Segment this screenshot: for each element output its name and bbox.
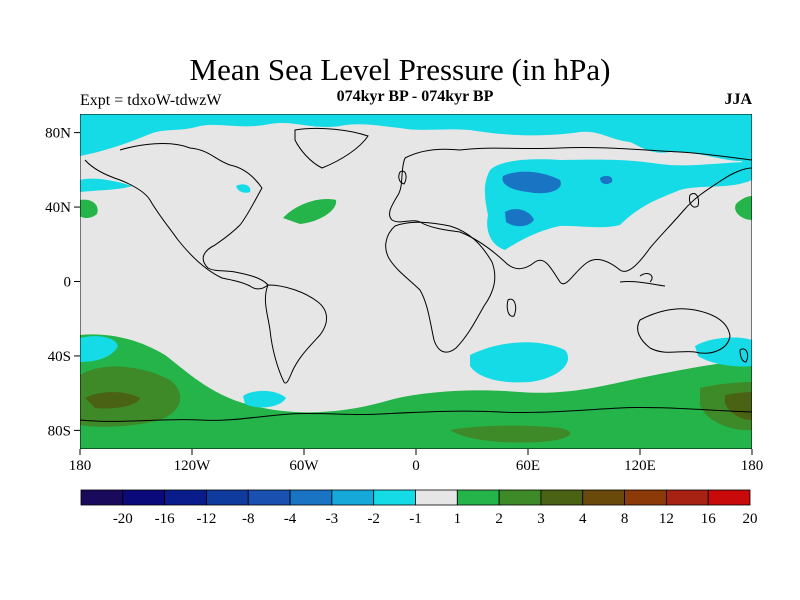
australia-coast (637, 308, 731, 354)
colorbar-swatch (665, 489, 709, 506)
colorbar-label: -3 (326, 511, 339, 527)
colorbar-swatch (540, 489, 584, 506)
lon-tick-label: 180 (69, 458, 92, 474)
longitude-axis: 180 120W 60W 0 60E 120E 180 (69, 449, 764, 474)
north-america-coast (84, 143, 269, 290)
west-pacific-green-edge (735, 196, 752, 220)
colorbar-label: -1 (409, 511, 422, 527)
greenland-cyan (236, 184, 251, 193)
colorbar-swatch (80, 489, 124, 506)
south-pacific-cyan (80, 336, 118, 362)
lon-tick-label: 0 (412, 458, 420, 474)
tasman-cyan (695, 337, 752, 367)
colorbar-label: -16 (155, 511, 175, 527)
antarctic-inner-dark-green (450, 425, 571, 443)
lon-tick-label: 120E (624, 458, 656, 474)
colorbar-swatch (206, 489, 249, 506)
north-america-cyan (80, 178, 132, 192)
colorbar-label: 16 (701, 511, 717, 527)
lon-tick-label: 180 (741, 458, 764, 474)
chart-title: Mean Sea Level Pressure (in hPa) (189, 52, 611, 87)
northeast-pacific-green-blob (80, 199, 98, 218)
colorbar-swatch (498, 489, 542, 506)
japan-coast (689, 192, 699, 208)
positive-anomaly-regions (80, 196, 752, 449)
colorbar-swatch (247, 489, 291, 506)
colorbar-swatch (707, 489, 751, 506)
colorbar-label: 20 (743, 511, 758, 527)
colorbar-swatch (289, 489, 333, 506)
colorbar-swatch (582, 489, 625, 506)
colorbar-label: 3 (537, 511, 545, 527)
colorbar-swatch (415, 489, 458, 506)
lat-tick-label: 80N (45, 126, 71, 142)
south-atlantic-cyan (470, 342, 569, 383)
indonesia-coast (619, 273, 666, 287)
colorbar-swatch (624, 489, 667, 506)
southern-ocean-darkest-green (85, 392, 140, 409)
east-antarctic-darkest-green (725, 392, 752, 420)
new-zealand-coast (739, 348, 749, 363)
eurasia-coast (389, 146, 752, 285)
colorbar-label: 1 (454, 511, 462, 527)
north-atlantic-green-blob (283, 199, 337, 224)
colorbar-label: -4 (284, 511, 297, 527)
lon-tick-label: 60W (289, 458, 319, 474)
lat-tick-label: 80S (48, 423, 71, 439)
antarctica-coast (80, 406, 752, 422)
colorbar-label: -20 (113, 511, 133, 527)
colorbar-label: 12 (659, 511, 674, 527)
colorbar-swatch (122, 489, 166, 506)
africa-coast (385, 221, 496, 353)
lat-tick-label: 40N (45, 200, 71, 216)
central-asia-blue-core (502, 171, 561, 194)
lat-tick-label: 0 (64, 275, 72, 291)
arctic-cyan-band (80, 114, 752, 162)
uk-coast (398, 170, 407, 185)
colorbar-label: 4 (579, 511, 587, 527)
colorbar-label: -8 (242, 511, 255, 527)
drake-passage-cyan (243, 390, 286, 408)
latitude-axis: 80N 40N 0 40S 80S (45, 126, 80, 439)
colorbar-swatch (164, 489, 207, 506)
lon-tick-label: 60E (516, 458, 540, 474)
madagascar-coast (506, 298, 517, 317)
iran-blue-core (505, 209, 534, 227)
colorbar-swatch (331, 489, 375, 506)
colorbar-swatch (456, 489, 500, 506)
season-label: JJA (724, 91, 752, 108)
colorbar-label: 8 (621, 511, 629, 527)
negative-anomaly-regions (80, 114, 752, 408)
colorbar-label: -2 (367, 511, 380, 527)
lat-tick-label: 40S (48, 349, 71, 365)
antarctic-green-band (80, 334, 752, 449)
lon-tick-label: 120W (174, 458, 212, 474)
coastlines (80, 127, 752, 422)
pressure-field (80, 114, 752, 449)
colorbar-label: 2 (495, 511, 503, 527)
experiment-label: Expt = tdxoW-tdwzW (80, 92, 222, 109)
siberia-blue-spot (600, 175, 613, 185)
colorbar-swatch (373, 489, 416, 506)
period-label: 074kyr BP - 074kyr BP (336, 88, 494, 105)
south-america-coast (264, 284, 327, 384)
greenland-coast (294, 127, 369, 169)
colorbar: -20 -16 -12 -8 -4 -3 -2 -1 1 2 3 4 8 12 16 20 (80, 489, 758, 527)
colorbar-label: -12 (196, 511, 216, 527)
